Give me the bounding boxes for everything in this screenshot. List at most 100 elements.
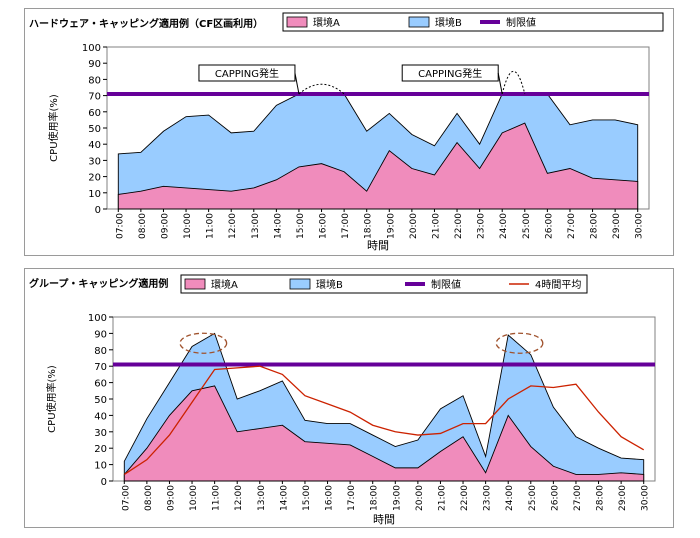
uncapped-dotted-curve [501,71,526,95]
x-axis-label: 時間 [367,239,389,252]
legend-label: 環境A [313,16,340,29]
area-series-環境A [117,122,639,210]
legend-swatch [286,16,308,28]
y-tick-label: 50 [94,395,107,406]
legend-label: 環境B [316,278,343,291]
x-tick-label: 09:00 [160,213,170,239]
y-tick-label: 60 [94,379,107,390]
x-tick-label: 24:00 [505,485,515,511]
chart-panel-hardware-capping: ハードウェア・キャッピング適用例（CF区画利用） 環境A 環境B 制限値 CAPPING… [24,8,674,256]
legend: 環境A 環境B 制限値 [282,12,664,32]
highlight-ellipse [495,332,544,354]
legend: 環境A 環境B 制限値 4時間平均 [180,274,588,294]
y-axis-label: CPU使用率(%) [47,94,60,162]
x-tick-label: 23:00 [477,213,487,239]
x-axis-label: 時間 [373,513,395,526]
x-tick-label: 21:00 [431,213,441,239]
legend-swatch [184,278,206,290]
x-tick-label: 24:00 [499,213,509,239]
legend-swatch [408,16,430,28]
line-series-4時間平均 [123,365,645,475]
annotation-label: CAPPING発生 [215,67,279,80]
x-tick-label: 11:00 [206,213,216,239]
x-tick-label: 29:00 [618,485,628,511]
y-tick-label: 10 [88,189,101,200]
annotation-leader [294,72,300,95]
x-tick-label: 15:00 [302,485,312,511]
x-tick-label: 18:00 [364,213,374,239]
x-tick-label: 15:00 [296,213,306,239]
legend-label: 制限値 [506,16,536,29]
x-tick-label: 29:00 [612,213,622,239]
x-tick-label: 08:00 [138,213,148,239]
x-tick-label: 26:00 [544,213,554,239]
chart-title: ハードウェア・キャッピング適用例（CF区画利用） [29,17,263,30]
x-tick-label: 13:00 [257,485,267,511]
x-tick-label: 28:00 [590,213,600,239]
x-tick-label: 10:00 [189,485,199,511]
y-tick-label: 30 [94,428,107,439]
legend-label: 制限値 [431,278,461,291]
x-tick-label: 07:00 [121,485,131,511]
x-tick-label: 08:00 [144,485,154,511]
y-tick-label: 10 [94,461,107,472]
x-tick-label: 20:00 [415,485,425,511]
y-tick-label: 50 [88,124,101,135]
legend-label: 環境A [211,278,238,291]
x-tick-label: 25:00 [528,485,538,511]
legend-swatch [289,278,311,290]
x-tick-label: 22:00 [454,213,464,239]
chart-panel-group-capping: グループ・キャッピング適用例 環境A 環境B 制限値 4時間平均 0 10 20 30 40 50 6… [24,268,674,528]
annotation-label: CAPPING発生 [418,67,482,80]
y-tick-label: 0 [95,205,101,216]
x-tick-label: 20:00 [409,213,419,239]
x-tick-label: 14:00 [273,213,283,239]
y-axis-label: CPU使用率(%) [45,365,58,433]
legend-frame [180,274,588,294]
x-tick-label: 28:00 [596,485,606,511]
uncapped-dotted-curve [298,83,345,95]
y-tick-label: 70 [88,92,101,103]
area-series-環境A [123,385,645,482]
x-tick-label: 09:00 [166,485,176,511]
x-tick-label: 18:00 [370,485,380,511]
x-tick-label: 30:00 [635,213,645,239]
legend-label: 環境B [435,16,462,29]
x-tick-label: 12:00 [234,485,244,511]
legend-frame [282,12,664,32]
x-tick-label: 16:00 [319,213,329,239]
y-tick-label: 30 [88,156,101,167]
x-tick-label: 10:00 [183,213,193,239]
y-tick-label: 80 [88,75,101,86]
x-tick-label: 11:00 [212,485,222,511]
x-tick-label: 16:00 [325,485,335,511]
x-tick-label: 13:00 [251,213,261,239]
chart-hardware-capping: ハードウェア・キャッピング適用例（CF区画利用） 環境A 環境B 制限値 CAPPING… [29,12,664,252]
y-tick-label: 70 [94,362,107,373]
legend-label: 4時間平均 [535,279,581,291]
x-tick-label: 19:00 [392,485,402,511]
y-tick-label: 60 [88,108,101,119]
chart-title: グループ・キャッピング適用例 [29,277,168,290]
x-tick-label: 22:00 [460,485,470,511]
x-tick-label: 21:00 [437,485,447,511]
y-tick-label: 40 [94,411,107,422]
x-tick-label: 27:00 [567,213,577,239]
y-tick-label: 20 [94,444,107,455]
x-tick-label: 12:00 [228,213,238,239]
x-tick-label: 25:00 [522,213,532,239]
x-tick-label: 07:00 [115,213,125,239]
x-tick-label: 26:00 [550,485,560,511]
annotation-box [198,64,296,82]
highlight-ellipse [179,332,228,354]
y-tick-label: 40 [88,140,101,151]
y-tick-label: 20 [88,173,101,184]
y-tick-label: 100 [82,43,101,54]
x-tick-label: 27:00 [573,485,583,511]
y-tick-label: 100 [88,313,107,324]
x-tick-label: 30:00 [641,485,651,511]
y-tick-label: 90 [88,59,101,70]
y-tick-label: 0 [101,477,107,488]
annotation-leader [497,72,503,95]
y-tick-label: 80 [94,346,107,357]
